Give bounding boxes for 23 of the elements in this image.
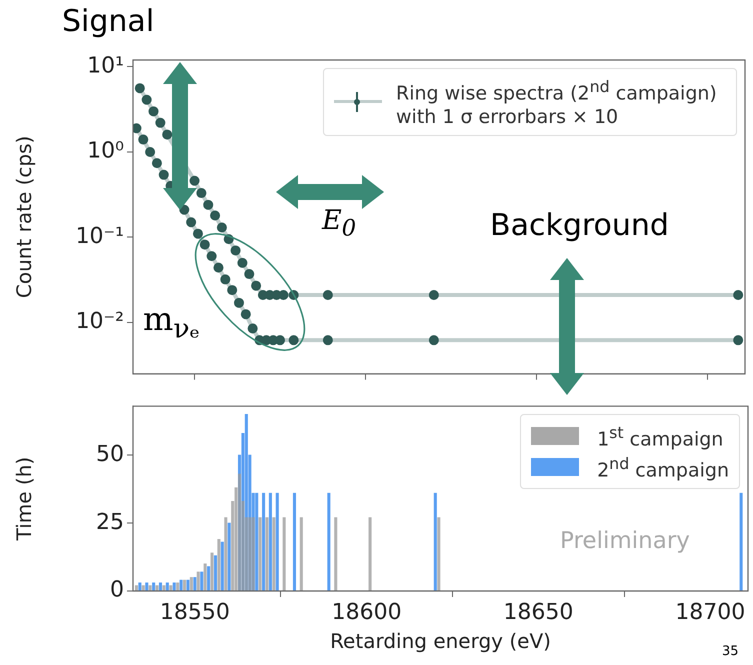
y-axis-title: Time (h) bbox=[12, 456, 36, 542]
annotation: Preliminary bbox=[560, 528, 690, 554]
y-tick-label: 10¹ bbox=[87, 53, 124, 78]
y-tick-label: 10⁰ bbox=[87, 138, 124, 164]
x-axis-title: Retarding energy (eV) bbox=[330, 629, 551, 654]
annotation: E$_{0}$ bbox=[322, 205, 356, 242]
x-tick-label: 18650 bbox=[503, 600, 574, 625]
y-tick-label: 10⁻¹ bbox=[76, 224, 124, 249]
y-tick-label: 25 bbox=[96, 510, 124, 535]
y-tick-label: 10⁻² bbox=[76, 309, 124, 334]
x-tick-label: 18550 bbox=[160, 600, 230, 625]
x-tick-label: 18700 bbox=[675, 600, 746, 625]
legend-label: Ring wise spectra (2$^{nd}$ campaign) with 1 σ errorbars × 10 bbox=[396, 76, 718, 130]
y-tick-label: 50 bbox=[96, 442, 124, 467]
legend-label: 1$^{st}$ campaign bbox=[597, 422, 724, 452]
y-axis-title: Count rate (cps) bbox=[12, 136, 36, 298]
annotation: Background bbox=[490, 208, 669, 243]
text: Signal bbox=[62, 4, 154, 39]
x-tick-label: 18600 bbox=[332, 600, 402, 625]
text: 35 bbox=[722, 644, 739, 659]
y-tick-label: 0 bbox=[110, 578, 124, 603]
annotation: m$_{νₑ}$ bbox=[143, 300, 200, 344]
legend-label: 2$^{nd}$ campaign bbox=[597, 452, 729, 482]
